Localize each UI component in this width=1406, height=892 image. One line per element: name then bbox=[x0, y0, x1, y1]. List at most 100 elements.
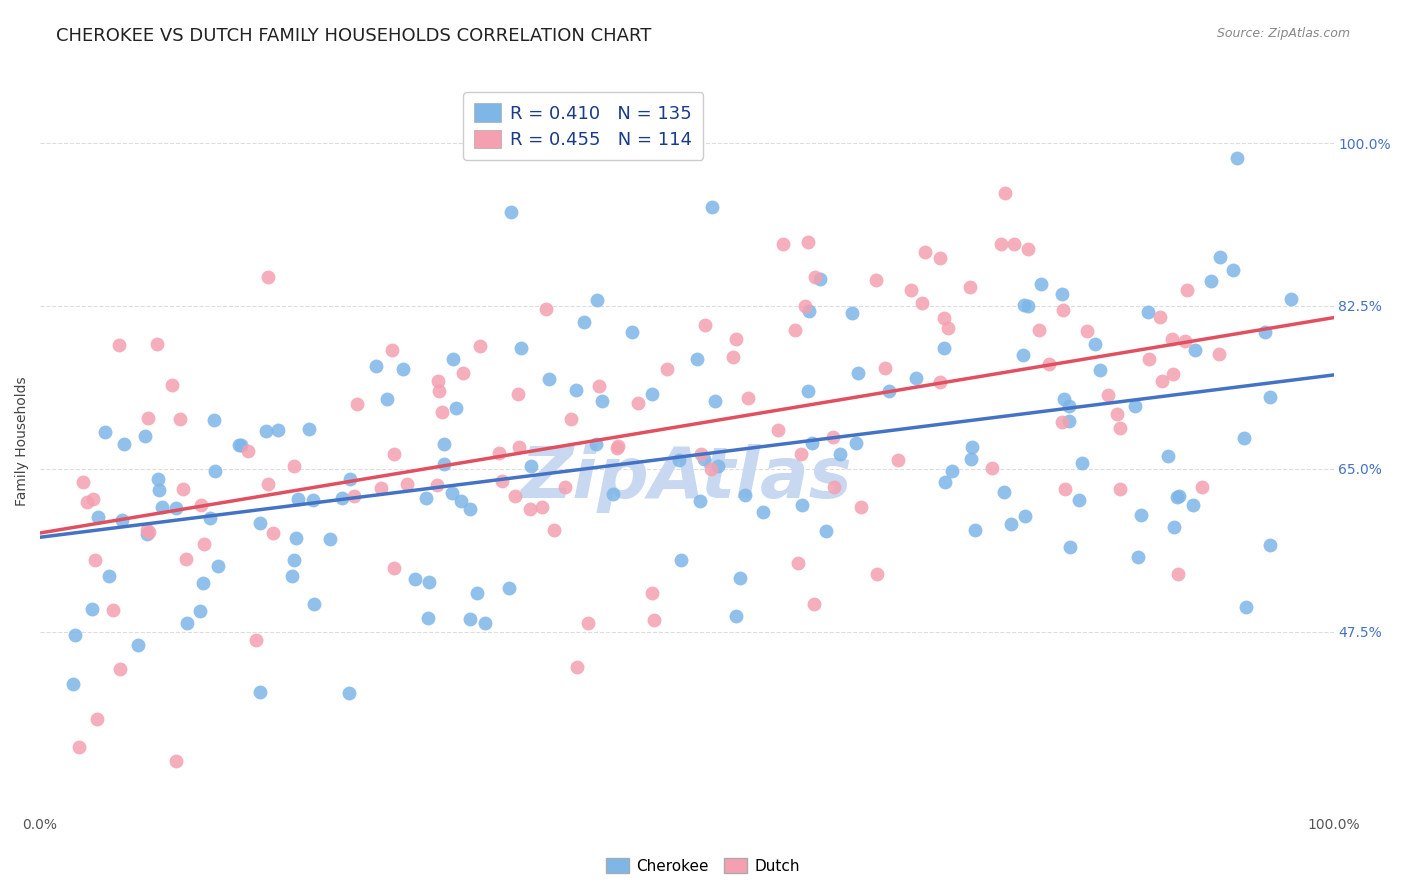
Point bbox=[1209, 250, 1232, 264]
Point bbox=[668, 453, 690, 467]
Point bbox=[370, 481, 392, 495]
Point bbox=[766, 423, 789, 437]
Point bbox=[381, 343, 404, 358]
Point bbox=[165, 501, 187, 516]
Point bbox=[1258, 537, 1281, 551]
Legend: R = 0.410   N = 135, R = 0.455   N = 114: R = 0.410 N = 135, R = 0.455 N = 114 bbox=[464, 93, 703, 160]
Point bbox=[249, 516, 271, 530]
Point bbox=[458, 502, 481, 516]
Point bbox=[1279, 292, 1302, 306]
Point bbox=[107, 338, 129, 352]
Point bbox=[103, 603, 125, 617]
Text: ZipAtlas: ZipAtlas bbox=[522, 444, 852, 513]
Point bbox=[808, 271, 831, 285]
Point bbox=[1174, 334, 1197, 348]
Point bbox=[245, 633, 267, 648]
Point bbox=[934, 310, 956, 325]
Point bbox=[191, 575, 214, 590]
Point bbox=[689, 494, 711, 508]
Point bbox=[686, 351, 709, 366]
Point bbox=[1012, 349, 1035, 363]
Point bbox=[1161, 367, 1184, 381]
Point bbox=[382, 447, 405, 461]
Point bbox=[1070, 456, 1092, 470]
Point bbox=[1105, 407, 1128, 421]
Point bbox=[165, 754, 187, 768]
Point bbox=[797, 235, 820, 249]
Point bbox=[655, 362, 678, 376]
Point bbox=[1139, 351, 1161, 366]
Point bbox=[441, 351, 464, 366]
Point bbox=[364, 359, 387, 373]
Point bbox=[176, 616, 198, 631]
Point bbox=[519, 501, 541, 516]
Point bbox=[1059, 540, 1081, 554]
Point bbox=[804, 270, 827, 285]
Point bbox=[1053, 392, 1076, 407]
Point bbox=[150, 500, 173, 514]
Point bbox=[1038, 357, 1060, 371]
Point bbox=[427, 384, 450, 398]
Point bbox=[1097, 388, 1119, 402]
Point bbox=[1084, 337, 1107, 351]
Point bbox=[799, 304, 821, 318]
Point bbox=[62, 676, 84, 690]
Point bbox=[706, 458, 728, 473]
Point bbox=[283, 553, 305, 567]
Point bbox=[1050, 416, 1073, 430]
Point bbox=[1028, 323, 1050, 337]
Point bbox=[1059, 415, 1081, 429]
Point bbox=[1166, 491, 1188, 505]
Point bbox=[643, 613, 665, 627]
Point bbox=[797, 384, 820, 399]
Point bbox=[1163, 520, 1185, 534]
Point bbox=[790, 498, 813, 512]
Point bbox=[382, 561, 405, 575]
Point bbox=[846, 366, 869, 380]
Point bbox=[936, 321, 959, 335]
Point bbox=[337, 685, 360, 699]
Point bbox=[287, 491, 309, 506]
Point bbox=[127, 638, 149, 652]
Point bbox=[704, 394, 727, 409]
Point bbox=[418, 575, 440, 590]
Point bbox=[318, 532, 340, 546]
Point bbox=[821, 430, 844, 444]
Point bbox=[433, 457, 456, 471]
Point bbox=[980, 461, 1002, 475]
Point bbox=[993, 484, 1015, 499]
Point bbox=[1167, 489, 1189, 503]
Point bbox=[960, 451, 983, 466]
Point bbox=[136, 411, 159, 425]
Point bbox=[737, 391, 759, 405]
Point bbox=[1150, 374, 1173, 388]
Point bbox=[723, 350, 745, 364]
Point bbox=[606, 441, 628, 455]
Point bbox=[963, 523, 986, 537]
Point bbox=[1156, 450, 1178, 464]
Point bbox=[67, 740, 90, 755]
Point bbox=[783, 323, 806, 337]
Point bbox=[728, 571, 751, 585]
Point bbox=[585, 436, 607, 450]
Point bbox=[86, 712, 108, 726]
Point bbox=[669, 553, 692, 567]
Point bbox=[994, 186, 1017, 200]
Point bbox=[499, 204, 522, 219]
Point bbox=[491, 474, 513, 488]
Point bbox=[803, 598, 825, 612]
Point bbox=[1017, 299, 1039, 313]
Point bbox=[1137, 305, 1160, 319]
Point bbox=[591, 394, 613, 409]
Point bbox=[198, 510, 221, 524]
Point bbox=[256, 476, 278, 491]
Point bbox=[162, 378, 184, 392]
Point bbox=[301, 492, 323, 507]
Point bbox=[934, 475, 956, 489]
Point bbox=[929, 251, 952, 265]
Point bbox=[865, 273, 887, 287]
Point bbox=[845, 436, 868, 450]
Point bbox=[228, 438, 250, 452]
Point bbox=[543, 523, 565, 537]
Legend: Cherokee, Dutch: Cherokee, Dutch bbox=[600, 852, 806, 880]
